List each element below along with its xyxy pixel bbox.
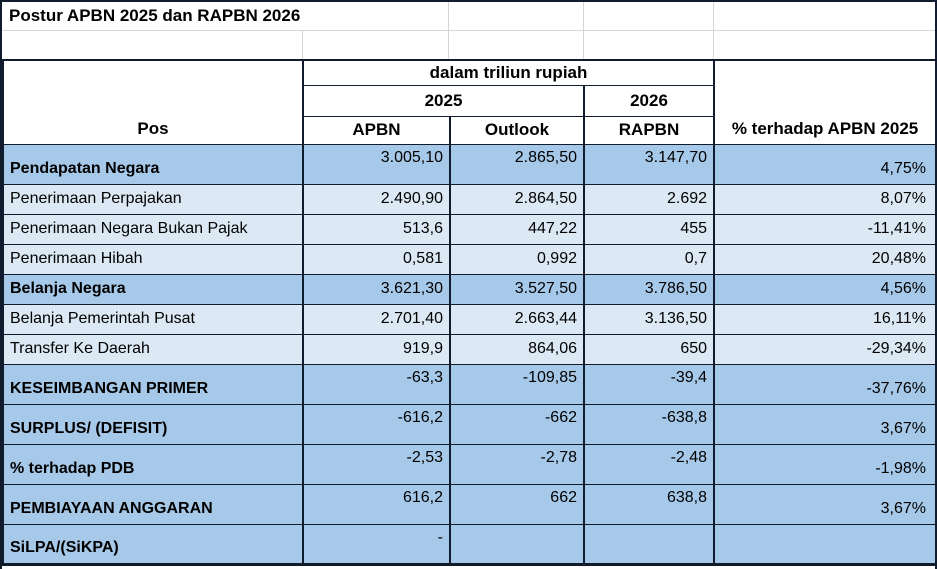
col-header-pct[interactable]: % terhadap APBN 2025: [713, 59, 935, 145]
table-row: Penerimaan Negara Bukan Pajak 513,6 447,22…: [2, 213, 935, 245]
gridline: [448, 31, 449, 59]
col-header-outlook[interactable]: Outlook: [449, 115, 585, 145]
cell-rapbn[interactable]: 0,7: [582, 243, 716, 275]
gridline: [713, 2, 714, 30]
year-header-2025[interactable]: 2025: [302, 84, 585, 117]
header-row-columns: APBN Outlook RAPBN: [3, 115, 935, 145]
col-header-rapbn[interactable]: RAPBN: [582, 115, 716, 145]
budget-table: Pos dalam triliun rupiah % terhadap APBN…: [2, 59, 935, 566]
cell-rapbn[interactable]: -638,8: [582, 403, 716, 445]
gridline: [302, 31, 303, 59]
cell-pct[interactable]: 4,75%: [713, 143, 935, 185]
table-row: SiLPA/(SiKPA) -: [2, 523, 935, 565]
table-row: PEMBIAYAAN ANGGARAN 616,2 662 638,8 3,67%: [2, 483, 935, 525]
cell-rapbn[interactable]: 650: [582, 333, 716, 365]
cell-pct[interactable]: -11,41%: [713, 213, 935, 245]
cell-apbn[interactable]: -: [302, 523, 451, 565]
cell-pct[interactable]: 20,48%: [713, 243, 935, 275]
cell-pct[interactable]: 8,07%: [713, 183, 935, 215]
col-header-apbn[interactable]: APBN: [302, 115, 451, 145]
cell-rapbn[interactable]: 638,8: [582, 483, 716, 525]
cell-outlook[interactable]: 2.864,50: [449, 183, 585, 215]
table-body: Pendapatan Negara 3.005,10 2.865,50 3.147,7…: [2, 143, 935, 565]
cell-outlook[interactable]: [449, 523, 585, 565]
header-row-unit: Pos dalam triliun rupiah % terhadap APBN…: [2, 59, 935, 145]
gridline: [583, 31, 584, 59]
cell-outlook[interactable]: 3.527,50: [449, 273, 585, 305]
row-label-cell[interactable]: Belanja Negara: [2, 273, 304, 305]
cell-apbn[interactable]: -2,53: [302, 443, 451, 485]
cell-apbn[interactable]: -63,3: [302, 363, 451, 405]
cell-apbn[interactable]: 2.701,40: [302, 303, 451, 335]
cell-outlook[interactable]: -662: [449, 403, 585, 445]
cell-pct[interactable]: [713, 523, 935, 565]
cell-pct[interactable]: -37,76%: [713, 363, 935, 405]
table-row: Belanja Pemerintah Pusat 2.701,40 2.663,44…: [2, 303, 935, 335]
cell-pct[interactable]: -29,34%: [713, 333, 935, 365]
cell-outlook[interactable]: 0,992: [449, 243, 585, 275]
cell-apbn[interactable]: 616,2: [302, 483, 451, 525]
table-row: % terhadap PDB -2,53 -2,78 -2,48 -1,98%: [2, 443, 935, 485]
cell-outlook[interactable]: -109,85: [449, 363, 585, 405]
cell-pct[interactable]: 16,11%: [713, 303, 935, 335]
row-label-cell[interactable]: Transfer Ke Daerah: [2, 333, 304, 365]
cell-outlook[interactable]: 662: [449, 483, 585, 525]
row-label-cell[interactable]: Pendapatan Negara: [2, 143, 304, 185]
cell-pct[interactable]: 3,67%: [713, 483, 935, 525]
cell-rapbn[interactable]: -2,48: [582, 443, 716, 485]
cell-rapbn[interactable]: 3.147,70: [582, 143, 716, 185]
title-row: Postur APBN 2025 dan RAPBN 2026: [2, 2, 935, 31]
cell-apbn[interactable]: 3.005,10: [302, 143, 451, 185]
col-header-pos[interactable]: Pos: [2, 59, 304, 145]
gridline: [713, 31, 714, 59]
table-header: Pos dalam triliun rupiah % terhadap APBN…: [2, 59, 935, 145]
cell-outlook[interactable]: -2,78: [449, 443, 585, 485]
cell-rapbn[interactable]: 3.136,50: [582, 303, 716, 335]
table-row: Penerimaan Hibah 0,581 0,992 0,7 20,48%: [2, 243, 935, 275]
cell-apbn[interactable]: -616,2: [302, 403, 451, 445]
cell-rapbn[interactable]: -39,4: [582, 363, 716, 405]
cell-rapbn[interactable]: [582, 523, 716, 565]
row-label-cell[interactable]: KESEIMBANGAN PRIMER: [2, 363, 304, 405]
cell-pct[interactable]: 4,56%: [713, 273, 935, 305]
row-label-cell[interactable]: SiLPA/(SiKPA): [2, 523, 304, 565]
cell-outlook[interactable]: 2.663,44: [449, 303, 585, 335]
sheet-title[interactable]: Postur APBN 2025 dan RAPBN 2026: [9, 6, 301, 25]
gridline: [448, 2, 449, 30]
cell-apbn[interactable]: 513,6: [302, 213, 451, 245]
unit-header[interactable]: dalam triliun rupiah: [301, 59, 716, 86]
table-row: Pendapatan Negara 3.005,10 2.865,50 3.147,7…: [2, 143, 935, 185]
table-row: Transfer Ke Daerah 919,9 864,06 650 -29,34%: [2, 333, 935, 365]
row-label-cell[interactable]: Penerimaan Perpajakan: [2, 183, 304, 215]
row-label-cell[interactable]: PEMBIAYAAN ANGGARAN: [2, 483, 304, 525]
cell-outlook[interactable]: 2.865,50: [449, 143, 585, 185]
row-label-cell[interactable]: % terhadap PDB: [2, 443, 304, 485]
row-label-cell[interactable]: SURPLUS/ (DEFISIT): [2, 403, 304, 445]
cell-apbn[interactable]: 919,9: [302, 333, 451, 365]
cell-rapbn[interactable]: 3.786,50: [582, 273, 716, 305]
gridline: [583, 2, 584, 30]
empty-row: [2, 31, 935, 59]
year-header-2026[interactable]: 2026: [582, 84, 716, 117]
header-row-years: 2025 2026: [3, 84, 935, 117]
cell-rapbn[interactable]: 455: [582, 213, 716, 245]
row-label-cell[interactable]: Belanja Pemerintah Pusat: [2, 303, 304, 335]
table-row: Penerimaan Perpajakan 2.490,90 2.864,50 2.6…: [2, 183, 935, 215]
cell-pct[interactable]: -1,98%: [713, 443, 935, 485]
cell-rapbn[interactable]: 2.692: [582, 183, 716, 215]
table-row: Belanja Negara 3.621,30 3.527,50 3.786,50 4,…: [2, 273, 935, 305]
table-row: KESEIMBANGAN PRIMER -63,3 -109,85 -39,4 -37,…: [2, 363, 935, 405]
cell-apbn[interactable]: 0,581: [302, 243, 451, 275]
cell-outlook[interactable]: 447,22: [449, 213, 585, 245]
cell-apbn[interactable]: 2.490,90: [302, 183, 451, 215]
cell-outlook[interactable]: 864,06: [449, 333, 585, 365]
cell-pct[interactable]: 3,67%: [713, 403, 935, 445]
row-label-cell[interactable]: Penerimaan Negara Bukan Pajak: [2, 213, 304, 245]
row-label-cell[interactable]: Penerimaan Hibah: [2, 243, 304, 275]
cell-apbn[interactable]: 3.621,30: [302, 273, 451, 305]
table-row: SURPLUS/ (DEFISIT) -616,2 -662 -638,8 3,67%: [2, 403, 935, 445]
